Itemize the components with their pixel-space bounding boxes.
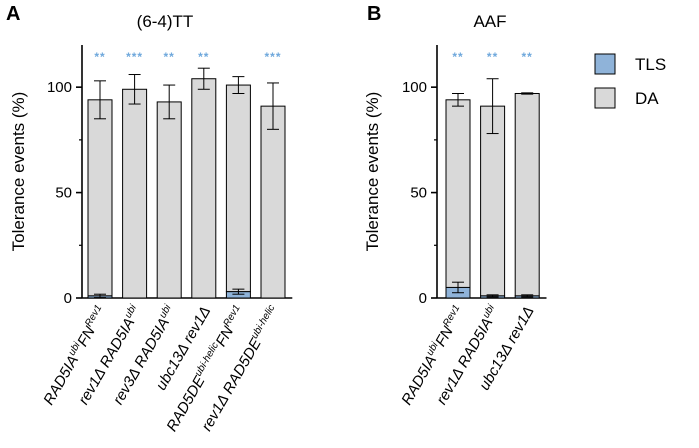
significance-label: ** [198,50,209,64]
category-label-sup1: ubi-helic [193,341,221,379]
category-label-sup2: Rev1 [441,303,462,329]
panel-title: (6-4)TT [137,12,194,31]
panel-title: AAF [473,12,506,31]
bar-da [87,99,113,297]
significance-label: ** [487,50,498,64]
significance-label: ** [452,50,463,64]
category-label: rev1Δ RAD5DEubi-helic [197,303,283,434]
legend-label-da: DA [635,89,659,108]
panel-letter: B [367,3,381,25]
legend: TLS DA [594,53,666,109]
y-tick-label: 50 [410,185,427,202]
panel-letter: A [6,3,20,25]
bar-da [445,99,471,288]
significance-label: *** [126,50,143,64]
legend-swatch-da [594,87,616,109]
significance-label: ** [94,50,105,64]
y-axis-label: Tolerance events (%) [9,92,28,252]
category-label-sup2: Rev1 [222,303,243,329]
bar-da [514,92,540,297]
y-tick-label: 100 [402,79,427,96]
category-label-sup2: Rev1 [83,303,104,329]
y-tick-label: 0 [419,290,427,307]
y-axis-label: Tolerance events (%) [363,92,382,252]
significance-label: ** [164,50,175,64]
legend-swatch-tls [594,53,616,75]
significance-label: ** [522,50,533,64]
bar-da [156,101,182,299]
y-tick-label: 50 [55,185,72,202]
bar-da [260,105,286,299]
legend-label-tls: TLS [635,55,666,74]
bar-da [122,88,148,299]
bar-da [191,78,217,299]
y-tick-label: 0 [64,290,72,307]
bar-da [480,105,506,297]
significance-label: *** [264,50,281,64]
category-label-sup1: ubi-helic [249,303,277,341]
bar-da [225,84,251,293]
y-tick-label: 100 [47,79,72,96]
